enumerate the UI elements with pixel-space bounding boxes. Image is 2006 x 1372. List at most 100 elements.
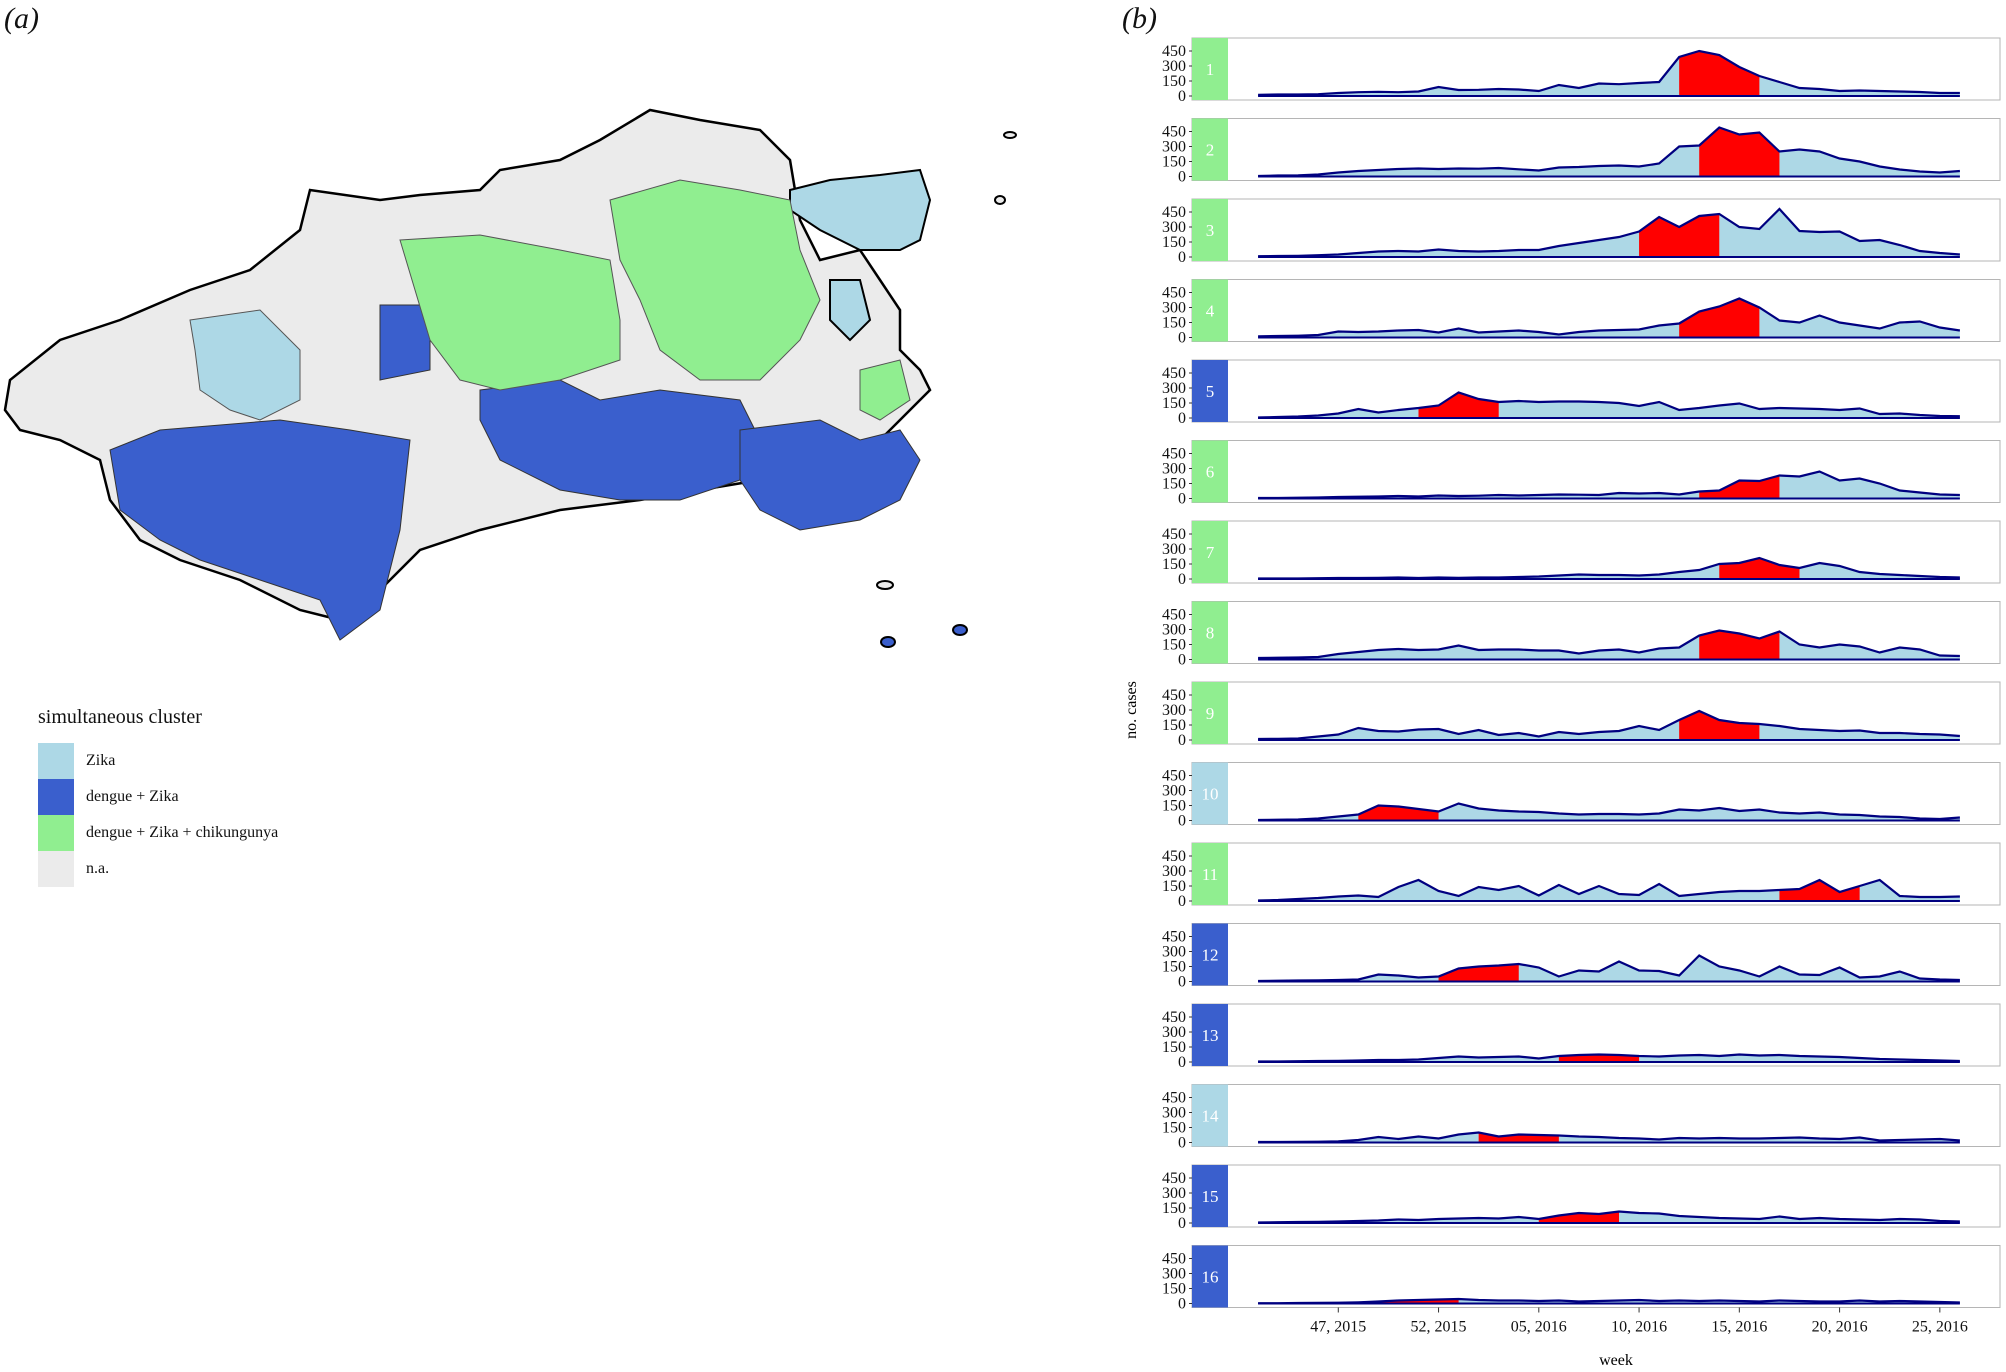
y-tick-label: 0 <box>1178 571 1186 588</box>
facet-strip-label: 14 <box>1202 1107 1220 1126</box>
y-tick-label: 150 <box>1162 1120 1186 1137</box>
y-tick-label: 450 <box>1162 1251 1186 1268</box>
y-tick-label: 450 <box>1162 526 1186 543</box>
legend-label: Zika <box>86 752 116 769</box>
x-tick-label: 25, 2016 <box>1912 1319 1968 1336</box>
y-tick-label: 300 <box>1162 58 1186 75</box>
facet-strip <box>1192 199 1228 261</box>
facet-strip <box>1192 521 1228 583</box>
y-tick-label: 300 <box>1162 219 1186 236</box>
facet-strip-label: 7 <box>1206 543 1215 562</box>
y-tick-label: 300 <box>1162 783 1186 800</box>
y-tick-label: 0 <box>1178 893 1186 910</box>
series-line <box>1258 954 1960 983</box>
map-island <box>880 636 896 648</box>
y-tick-label: 450 <box>1162 848 1186 865</box>
y-tick-label: 150 <box>1162 878 1186 895</box>
map-island <box>1003 131 1017 139</box>
map-legend: simultaneous cluster Zika dengue + Zika … <box>38 706 278 887</box>
y-tick-label: 150 <box>1162 717 1186 734</box>
facet-strip-label: 12 <box>1202 946 1219 965</box>
legend-label: dengue + Zika + chikungunya <box>86 824 279 841</box>
y-tick-label: 450 <box>1162 204 1186 221</box>
y-tick-label: 300 <box>1162 622 1186 639</box>
cluster-window-area <box>1699 630 1780 660</box>
x-tick-label: 47, 2015 <box>1310 1319 1366 1336</box>
facet-strip-label: 5 <box>1206 382 1215 401</box>
facet-strip <box>1192 843 1228 905</box>
facet-strip <box>1192 118 1228 181</box>
y-tick-label: 300 <box>1162 139 1186 156</box>
x-tick-label: 20, 2016 <box>1812 1319 1868 1336</box>
y-tick-label: 450 <box>1162 285 1186 302</box>
map-region-dengue-zika <box>379 304 431 381</box>
cluster-window-area <box>1478 1132 1559 1143</box>
map-island <box>952 624 968 636</box>
legend-item-dengue-zika-chik: dengue + Zika + chikungunya <box>38 815 278 851</box>
legend-item-na: n.a. <box>38 851 278 887</box>
y-tick-label: 0 <box>1178 732 1186 749</box>
y-tick-label: 450 <box>1162 1170 1186 1187</box>
y-tick-label: 150 <box>1162 395 1186 412</box>
series-area <box>1258 471 1960 499</box>
y-tick-label: 300 <box>1162 1266 1186 1283</box>
y-tick-label: 300 <box>1162 1105 1186 1122</box>
series-line <box>1258 1053 1960 1063</box>
y-tick-label: 300 <box>1162 702 1186 719</box>
facet-strip-label: 16 <box>1202 1268 1219 1287</box>
series-area <box>1258 127 1960 177</box>
map-region-zika <box>829 279 872 342</box>
legend-swatch <box>38 743 74 779</box>
y-tick-label: 150 <box>1162 637 1186 654</box>
y-tick-label: 150 <box>1162 556 1186 573</box>
y-tick-label: 450 <box>1162 446 1186 463</box>
y-tick-label: 450 <box>1162 43 1186 60</box>
cluster-window-area <box>1438 964 1519 982</box>
series-area <box>1258 51 1960 96</box>
y-tick-label: 300 <box>1162 461 1186 478</box>
series-area <box>1258 630 1960 660</box>
y-tick-label: 0 <box>1178 330 1186 347</box>
series-line <box>1258 1131 1960 1144</box>
y-tick-label: 150 <box>1162 315 1186 332</box>
y-tick-label: 150 <box>1162 73 1186 90</box>
facet-strip <box>1192 1084 1228 1147</box>
map-region-dengue-zika <box>739 419 921 531</box>
case-count-chart: 1015030045020150300450301503004504015030… <box>1123 37 2001 1369</box>
series-line <box>1258 207 1960 258</box>
map-region-dengue-zika-chik <box>399 234 621 391</box>
map-island <box>994 195 1006 205</box>
y-tick-label: 0 <box>1178 652 1186 669</box>
map-region-dengue-zika-chik <box>859 359 911 421</box>
facet-strip <box>1192 279 1228 342</box>
facet-strip <box>1192 360 1228 422</box>
y-tick-label: 0 <box>1178 169 1186 186</box>
y-tick-label: 0 <box>1178 974 1186 991</box>
legend-label: dengue + Zika <box>86 788 179 805</box>
y-tick-label: 0 <box>1178 1054 1186 1071</box>
series-area <box>1258 298 1960 338</box>
facet-strip-label: 9 <box>1206 704 1215 723</box>
y-tick-label: 450 <box>1162 1009 1186 1026</box>
series-area <box>1258 955 1960 982</box>
y-tick-label: 300 <box>1162 944 1186 961</box>
y-tick-label: 150 <box>1162 476 1186 493</box>
facet-strip-label: 1 <box>1206 60 1215 79</box>
y-tick-label: 150 <box>1162 154 1186 171</box>
facet-strip <box>1192 1004 1228 1066</box>
y-tick-label: 0 <box>1178 1135 1186 1152</box>
y-tick-label: 150 <box>1162 1281 1186 1298</box>
facet-strip <box>1192 682 1228 744</box>
facet-strip-label: 13 <box>1202 1026 1219 1045</box>
facet-strip <box>1192 1165 1228 1227</box>
legend-swatch <box>38 815 74 851</box>
series-line <box>1258 556 1960 580</box>
y-tick-label: 0 <box>1178 491 1186 508</box>
